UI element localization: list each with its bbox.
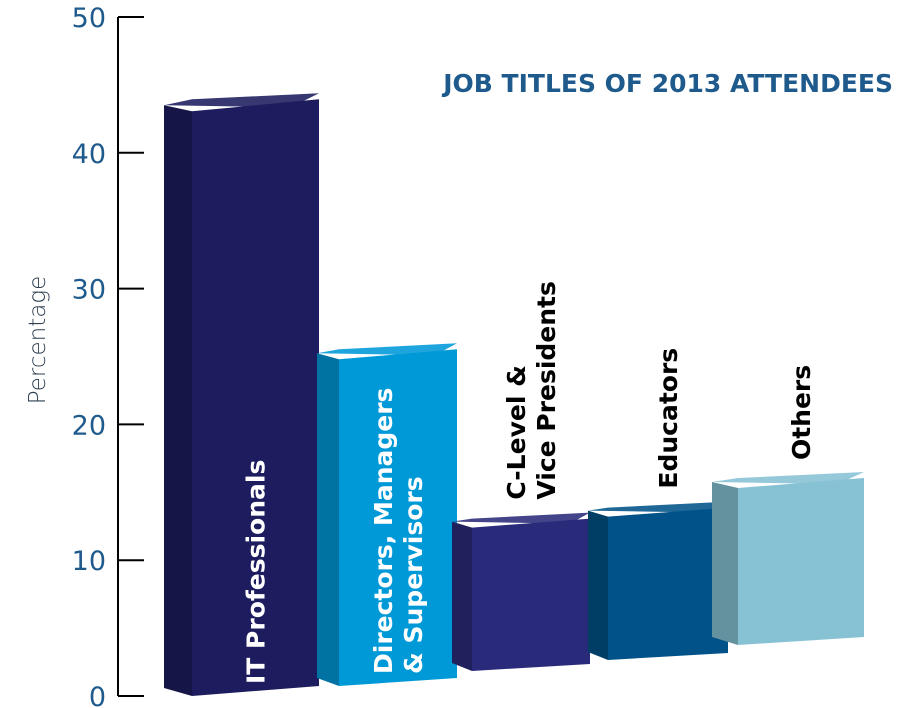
bar-label-line: Directors, Managers <box>369 388 398 674</box>
y-axis: 0 10 20 30 40 50 <box>72 3 144 708</box>
bar <box>164 93 319 696</box>
bar-front <box>472 518 590 671</box>
bar-top <box>588 501 728 513</box>
bar-front <box>738 478 864 645</box>
bar-top <box>712 472 864 485</box>
bars <box>164 93 864 696</box>
y-tick-label: 10 <box>72 546 106 577</box>
bar-labels: IT Professionals Directors, Managers& Sup… <box>242 281 817 684</box>
bar-side <box>712 482 738 645</box>
bar-front <box>192 99 319 696</box>
bar-label-line: Others <box>787 365 816 460</box>
bar-label: Educators <box>654 348 683 489</box>
bar <box>317 343 457 686</box>
bar-label-line: Vice Presidents <box>532 281 561 500</box>
y-tick-label: 30 <box>72 275 106 306</box>
bar-front <box>608 507 728 660</box>
y-tick-label: 40 <box>72 139 106 170</box>
bar-label: Others <box>787 365 816 460</box>
bar-label: IT Professionals <box>242 460 271 684</box>
bar-label: C-Level &Vice Presidents <box>502 281 561 500</box>
bar <box>712 472 864 645</box>
bar-label-line: C-Level & <box>502 365 531 500</box>
bar-front <box>339 349 457 686</box>
bar-label-line: Educators <box>654 348 683 489</box>
y-tick-label: 20 <box>72 410 106 441</box>
bar-label-line: & Supervisors <box>399 476 428 674</box>
y-tick-label: 50 <box>72 3 106 34</box>
bar-side <box>588 510 608 660</box>
bar <box>452 512 590 671</box>
y-axis-label: Percentage <box>25 276 51 405</box>
chart-title: JOB TITLES OF 2013 ATTENDEES <box>441 69 893 98</box>
bar-side <box>164 105 192 696</box>
bar-side <box>452 521 472 671</box>
bar <box>588 501 728 660</box>
bar-top <box>452 512 590 524</box>
bar-label: Directors, Managers& Supervisors <box>369 388 428 674</box>
bar-label-line: IT Professionals <box>242 460 271 684</box>
bar-side <box>317 353 339 686</box>
y-tick-label: 0 <box>89 682 106 708</box>
